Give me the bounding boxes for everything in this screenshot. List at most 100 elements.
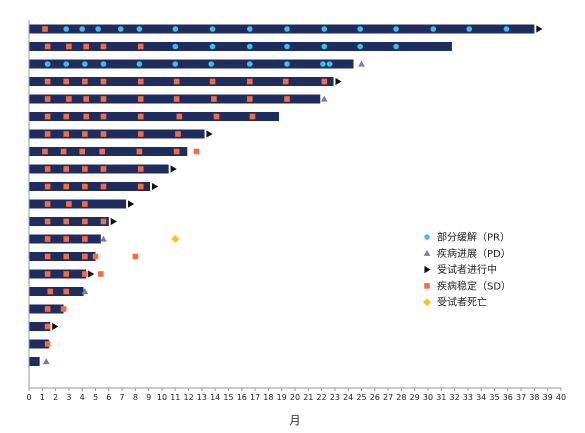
sd-marker <box>44 166 51 172</box>
pr-marker <box>246 61 253 67</box>
patient-row <box>29 24 543 34</box>
sd-marker <box>98 271 104 277</box>
sd-marker <box>63 78 70 85</box>
sd-marker <box>249 113 256 120</box>
sd-marker <box>63 166 70 172</box>
sd-marker <box>321 78 328 85</box>
x-tick-label: 33 <box>463 393 473 402</box>
pr-marker <box>430 26 437 32</box>
sd-marker <box>246 78 253 85</box>
sd-marker <box>176 113 183 120</box>
ongoing-marker <box>110 217 117 226</box>
legend-death-marker <box>423 298 431 307</box>
x-tick-label: 23 <box>330 393 340 402</box>
sd-marker <box>137 131 144 137</box>
patient-row <box>29 304 67 314</box>
sd-marker <box>83 113 89 120</box>
sd-marker <box>63 288 70 295</box>
sd-marker <box>137 96 144 102</box>
patient-row <box>29 339 51 349</box>
sd-marker <box>137 113 144 120</box>
x-tick-label: 37 <box>516 393 526 402</box>
sd-marker <box>173 78 180 85</box>
pr-marker <box>172 61 179 67</box>
legend-pr-marker <box>424 234 430 240</box>
pr-marker <box>82 61 88 67</box>
sd-marker <box>44 236 51 242</box>
pd-marker <box>100 235 107 242</box>
x-tick-label: 19 <box>277 393 287 402</box>
ongoing-marker <box>335 77 342 86</box>
patient-row <box>29 112 280 121</box>
legend-item-sd: 疾病稳定（SD） <box>424 279 511 292</box>
sd-marker <box>60 306 67 312</box>
sd-marker <box>60 148 67 155</box>
sd-marker <box>82 218 88 225</box>
pr-marker <box>44 61 51 67</box>
sd-marker <box>213 113 220 120</box>
x-axis: 0 1 2 3 4 5 6 7 8 9 10 11 12 13 14 15 16 17 18 19 20 21 22 23 24… <box>26 20 566 402</box>
pr-marker <box>503 26 510 32</box>
sd-marker <box>63 113 70 120</box>
sd-marker <box>83 43 89 50</box>
pr-marker <box>393 43 399 50</box>
x-tick-label: 24 <box>343 393 353 402</box>
sd-marker <box>132 253 139 260</box>
sd-marker <box>284 96 290 102</box>
legend-label: 部分缓解（PR） <box>437 231 510 244</box>
x-tick-label: 2 <box>53 393 58 402</box>
patient-bar <box>29 269 87 279</box>
x-tick-label: 1 <box>40 393 45 402</box>
patient-bar <box>29 322 51 331</box>
sd-marker <box>44 78 51 85</box>
patient-row <box>29 59 365 69</box>
x-tick-label: 6 <box>106 393 111 402</box>
x-tick-label: 18 <box>263 393 273 402</box>
sd-marker <box>63 183 70 190</box>
sd-marker <box>82 236 88 242</box>
patient-bar <box>29 24 535 34</box>
ongoing-marker <box>170 165 177 173</box>
sd-marker <box>44 43 51 50</box>
sd-marker <box>82 131 88 137</box>
pr-marker <box>320 61 326 67</box>
patient-bar <box>29 77 334 86</box>
pd-marker <box>42 358 50 365</box>
pr-marker <box>209 26 216 32</box>
pr-marker <box>357 43 363 50</box>
sd-marker <box>82 78 88 85</box>
pr-marker <box>284 61 290 67</box>
legend-sd-marker <box>424 283 430 289</box>
pr-marker <box>393 26 399 32</box>
x-tick-label: 16 <box>237 393 247 402</box>
patient-row <box>29 42 452 51</box>
sd-marker <box>66 201 72 207</box>
patient-bar <box>29 147 188 156</box>
x-tick-label: 15 <box>223 393 233 402</box>
patient-row <box>29 147 200 156</box>
pr-marker <box>136 26 143 32</box>
plot-area <box>29 24 543 366</box>
ongoing-marker <box>536 25 543 33</box>
sd-marker <box>44 218 51 225</box>
x-tick-label: 34 <box>476 393 486 402</box>
x-tick-label: 21 <box>303 393 313 402</box>
sd-marker <box>83 96 89 102</box>
pr-marker <box>208 61 215 67</box>
patient-bar <box>29 182 151 191</box>
patient-bar <box>29 287 84 296</box>
patient-row <box>29 269 104 279</box>
sd-marker <box>47 288 54 295</box>
sd-marker <box>211 96 217 102</box>
pr-marker <box>172 26 179 32</box>
patient-row <box>29 287 89 296</box>
pr-marker <box>209 43 216 50</box>
x-tick-label: 27 <box>383 393 393 402</box>
sd-marker <box>44 131 51 137</box>
sd-marker <box>137 183 144 190</box>
patient-row <box>29 129 213 139</box>
x-tick-label: 9 <box>146 393 151 402</box>
pr-marker <box>79 26 85 32</box>
patient-bar <box>29 357 40 366</box>
